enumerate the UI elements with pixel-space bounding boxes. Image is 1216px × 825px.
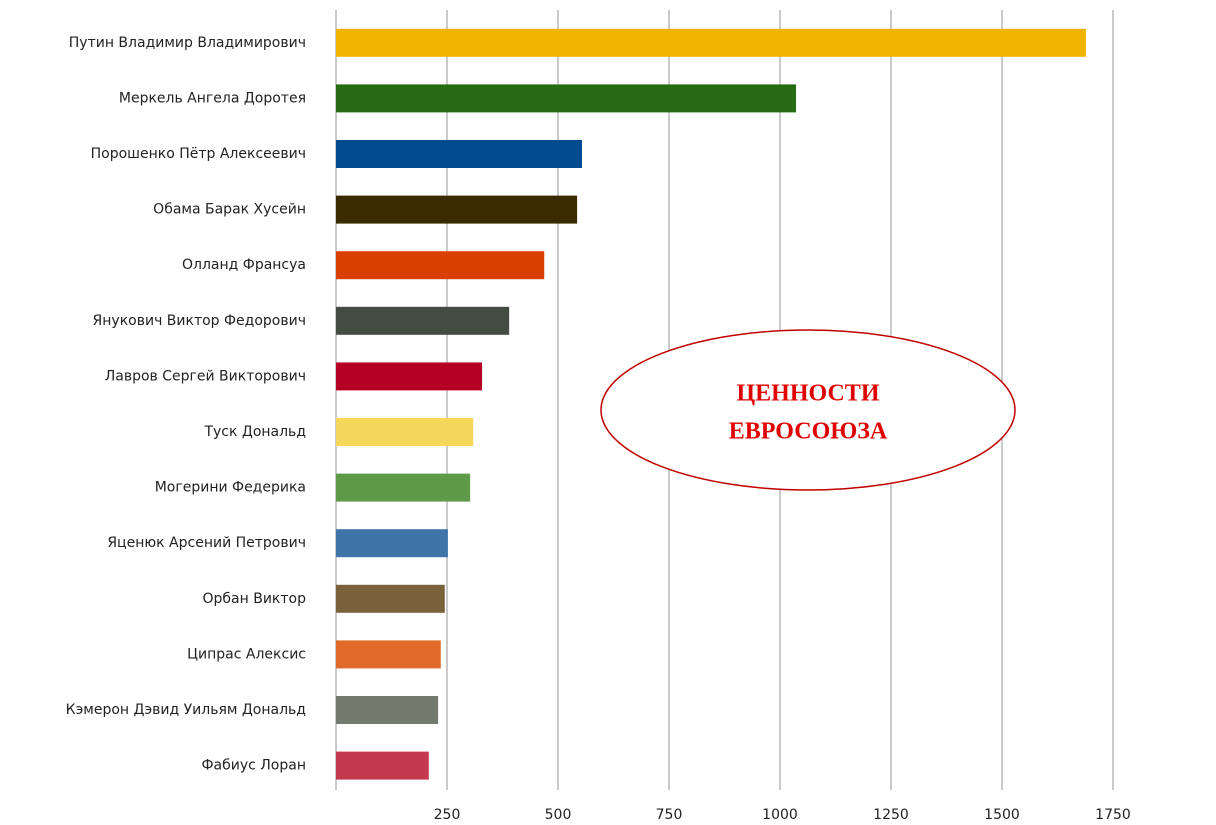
x-tick-label: 1750 bbox=[1095, 807, 1131, 823]
y-tick-label: Обама Барак Хусейн bbox=[153, 202, 306, 218]
bar bbox=[336, 640, 441, 669]
bar bbox=[336, 473, 471, 502]
bar bbox=[336, 84, 796, 113]
y-tick-label: Порошенко Пётр Алексеевич bbox=[91, 146, 306, 162]
bar bbox=[336, 195, 578, 224]
y-tick-label: Яценюк Арсений Петрович bbox=[107, 535, 306, 551]
x-tick-label: 1500 bbox=[984, 807, 1020, 823]
annotation-ellipse bbox=[600, 329, 1016, 491]
y-tick-label: Могерини Федерика bbox=[155, 480, 306, 496]
y-tick-label: Меркель Ангела Доротея bbox=[119, 90, 306, 106]
y-tick-label: Путин Владимир Владимирович bbox=[69, 35, 306, 51]
bar bbox=[336, 362, 483, 391]
bar bbox=[336, 28, 1086, 57]
x-tick-label: 500 bbox=[545, 807, 572, 823]
y-tick-label: Фабиус Лоран bbox=[201, 758, 306, 774]
y-tick-label: Ципрас Алексис bbox=[187, 646, 306, 662]
y-tick-label: Янукович Виктор Федорович bbox=[93, 313, 306, 329]
y-tick-label: Кэмерон Дэвид Уильям Дональд bbox=[66, 702, 306, 718]
bar bbox=[336, 529, 448, 558]
bar bbox=[336, 251, 545, 280]
bar bbox=[336, 140, 582, 168]
x-tick-label: 1250 bbox=[873, 807, 909, 823]
bar bbox=[336, 751, 429, 780]
annotation: ЕВРОСОЮЗА bbox=[729, 419, 888, 445]
bar bbox=[336, 584, 445, 613]
y-tick-label: Туск Дональд bbox=[203, 424, 306, 440]
annotation: ЦЕННОСТИ bbox=[737, 381, 880, 407]
bar bbox=[336, 306, 510, 335]
bar bbox=[336, 696, 439, 724]
bar bbox=[336, 418, 474, 446]
y-tick-label: Орбан Виктор bbox=[203, 591, 307, 607]
y-tick-label: Лавров Сергей Викторович bbox=[105, 368, 306, 384]
y-tick-label: Олланд Франсуа bbox=[182, 257, 306, 273]
x-tick-label: 250 bbox=[434, 807, 461, 823]
x-tick-label: 1000 bbox=[762, 807, 798, 823]
x-tick-label: 750 bbox=[656, 807, 683, 823]
